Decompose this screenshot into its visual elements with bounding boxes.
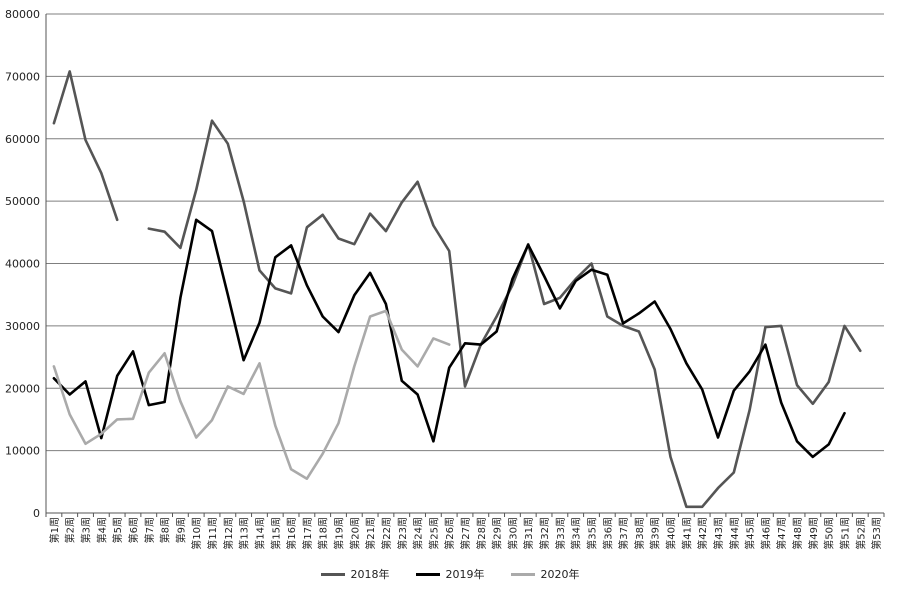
x-tick-label: 第36周 [601,517,614,550]
x-tick-label: 第24周 [412,517,425,550]
x-tick-label: 第3周 [80,517,93,543]
x-tick-label: 第22周 [380,517,393,550]
x-tick-label: 第34周 [570,517,583,550]
legend-item-2018: 2018年 [320,566,390,582]
y-tick-label: 30000 [5,320,40,333]
x-tick-label: 第15周 [269,517,282,550]
x-tick-label: 第45周 [744,517,757,550]
x-tick-label: 第32周 [538,517,551,550]
x-tick-label: 第25周 [427,517,440,550]
x-tick-label: 第19周 [333,517,346,550]
x-tick-label: 第5周 [111,517,124,543]
legend: 2018年 2019年 2020年 [0,566,900,582]
x-tick-label: 第12周 [222,517,235,550]
y-tick-label: 20000 [5,382,40,395]
y-tick-label: 50000 [5,195,40,208]
legend-item-2019: 2019年 [415,566,485,582]
x-tick-label: 第51周 [838,517,851,550]
x-tick-label: 第53周 [870,517,883,550]
x-tick-label: 第7周 [143,517,156,543]
series-line-2018年 [52,70,119,222]
x-tick-label: 第6周 [127,517,140,543]
x-tick-label: 第9周 [174,517,187,543]
x-tick-label: 第40周 [665,517,678,550]
x-tick-label: 第46周 [759,517,772,550]
x-tick-label: 第14周 [253,517,266,550]
x-tick-label: 第2周 [64,517,77,543]
x-tick-label: 第39周 [649,517,662,550]
y-tick-label: 70000 [5,70,40,83]
x-tick-label: 第27周 [459,517,472,550]
x-tick-label: 第38周 [633,517,646,550]
legend-label-2019: 2019年 [445,568,485,581]
series-line-2019年 [52,218,846,459]
x-tick-label: 第1周 [48,517,61,543]
series-line-2020年 [52,309,451,480]
legend-swatch-2020 [510,572,535,576]
x-tick-label: 第18周 [317,517,330,550]
x-tick-label: 第49周 [807,517,820,550]
x-tick-label: 第26周 [443,517,456,550]
x-tick-label: 第17周 [301,517,314,550]
y-tick-label: 10000 [5,445,40,458]
x-tick-label: 第47周 [775,517,788,550]
y-tick-label: 0 [33,507,40,520]
x-tick-label: 第50周 [823,517,836,550]
line-chart: 0 10000 20000 30000 40000 50000 60000 70000 8000… [5,8,885,550]
y-tick-label: 40000 [5,258,40,271]
x-tick-label: 第20周 [348,517,361,550]
x-tick-label: 第8周 [159,517,172,543]
x-tick-label: 第29周 [491,517,504,550]
x-tick-label: 第10周 [190,517,203,550]
y-tick-label: 60000 [5,133,40,146]
x-tick-label: 第43周 [712,517,725,550]
x-tick-label: 第41周 [680,517,693,550]
x-tick-label: 第44周 [728,517,741,550]
legend-label-2020: 2020年 [540,568,580,581]
x-tick-label: 第37周 [617,517,630,550]
x-tick-label: 第42周 [696,517,709,550]
legend-label-2018: 2018年 [350,568,390,581]
x-tick-label: 第28周 [475,517,488,550]
x-tick-label: 第33周 [554,517,567,550]
x-tick-label: 第21周 [364,517,377,550]
legend-swatch-2019 [415,572,440,576]
x-tick-label: 第4周 [95,517,108,543]
x-tick-label: 第30周 [506,517,519,550]
x-tick-label: 第16周 [285,517,298,550]
x-tick-label: 第11周 [206,517,219,550]
x-tick-label: 第48周 [791,517,804,550]
x-tick-label: 第13周 [238,517,251,550]
x-tick-label: 第31周 [522,517,535,550]
legend-item-2020: 2020年 [510,566,580,582]
legend-swatch-2018 [320,572,345,576]
x-tick-label: 第35周 [585,517,598,550]
series-line-2018年 [147,119,862,509]
y-tick-label: 80000 [5,8,40,21]
x-tick-label: 第23周 [396,517,409,550]
x-tick-label: 第52周 [854,517,867,550]
